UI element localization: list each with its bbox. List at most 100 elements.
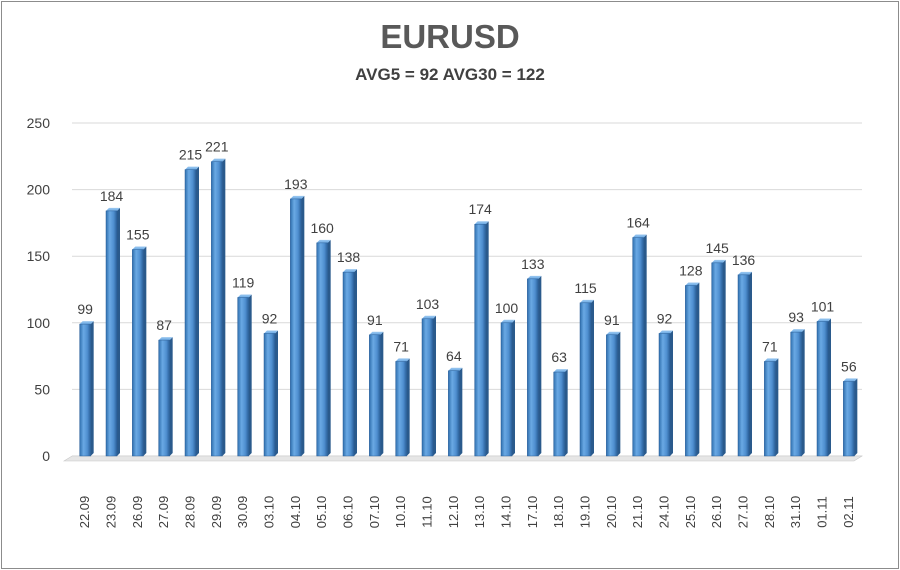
label-layer: 99 22.09 184 23.09 155 26.09 87 27.09 215 28.09 22… [77,139,857,529]
x-tick-label: 21.10 [630,496,645,529]
data-label: 64 [446,348,462,364]
bar [500,319,515,457]
bar-top [369,331,384,335]
bar-side [564,369,568,456]
data-label: 92 [657,310,673,326]
bar-front [816,321,829,457]
bar [764,358,779,457]
data-label: 91 [367,312,383,328]
bar-side [433,315,436,456]
bar [790,329,805,457]
bar-top [106,207,120,211]
bar [316,239,331,457]
x-tick-label: 28.09 [183,496,198,529]
bar [342,269,357,457]
x-tick-label: 02.11 [841,496,856,528]
bar [79,321,94,457]
bar-front [658,333,671,457]
bar-side [354,269,357,456]
x-tick-label: 19.10 [578,496,593,529]
bar-side [670,330,673,456]
bar-side [196,166,199,456]
y-tick-label: 250 [27,115,51,131]
bar-side [275,330,278,456]
x-tick-label: 11.10 [420,496,435,528]
bar-front [579,302,592,457]
bar [553,369,568,457]
data-label: 215 [179,147,203,163]
bar-top [448,367,463,371]
bar-front [474,223,486,457]
bar-side [327,239,331,456]
grid-layer: 0 50 100 150 200 250 [27,115,864,464]
data-label: 91 [604,312,620,328]
bar-front [764,361,776,457]
bar-front [342,271,355,457]
bar-front [421,318,434,457]
bar [711,259,726,457]
bar-side [380,331,384,456]
bar-top [290,195,305,199]
bar-front [711,262,723,457]
bar-top [185,166,199,170]
bar-front [158,339,170,457]
bar-top [343,269,357,273]
bar-top [553,369,568,373]
bar-top [843,378,858,382]
bar [448,367,463,457]
bar-side [696,282,700,456]
bar-front [527,278,539,457]
bar [632,234,647,457]
bar [474,221,489,457]
x-tick-label: 23.09 [104,496,119,529]
bar-side [222,158,226,457]
bar [579,299,594,457]
bar [105,207,120,457]
bar-side [591,299,594,456]
x-tick-label: 17.10 [525,496,540,529]
bar [737,271,752,457]
bar [658,330,673,457]
x-tick-label: 06.10 [341,496,356,529]
data-label: 63 [551,349,567,365]
bar-side [301,195,305,456]
bar-front [790,331,802,457]
bar-side [117,207,120,456]
bar-top [501,319,515,323]
bar-side [749,271,752,456]
bar [263,330,278,457]
data-label: 101 [811,298,835,314]
bar-top [606,331,621,335]
bar-front [105,210,118,457]
bar-top [474,221,489,225]
bar [606,331,621,457]
data-label: 93 [788,309,804,325]
bar-top [79,321,94,325]
bar-side [248,294,252,456]
bar-top [316,239,331,243]
bar-top [738,271,752,275]
bar-top [659,330,673,334]
bar [843,378,858,457]
bar-front [500,322,513,457]
x-tick-label: 26.09 [130,496,145,529]
x-tick-label: 27.09 [156,496,171,529]
data-label: 100 [495,300,519,316]
bar [527,275,542,457]
x-tick-label: 01.11 [815,496,830,528]
data-label: 99 [77,301,93,317]
x-tick-label: 24.10 [657,496,672,529]
bar-side [169,337,173,456]
bar-top [817,318,831,322]
bar-top [211,158,226,162]
bar [290,195,305,457]
bar [158,337,173,457]
y-tick-label: 150 [27,248,51,264]
data-label: 103 [416,296,440,312]
x-tick-label: 22.09 [77,496,92,529]
bar-front [448,370,460,457]
bar-top [580,299,594,303]
bar [237,294,252,457]
bar-top [132,246,147,250]
x-tick-label: 10.10 [393,496,408,529]
